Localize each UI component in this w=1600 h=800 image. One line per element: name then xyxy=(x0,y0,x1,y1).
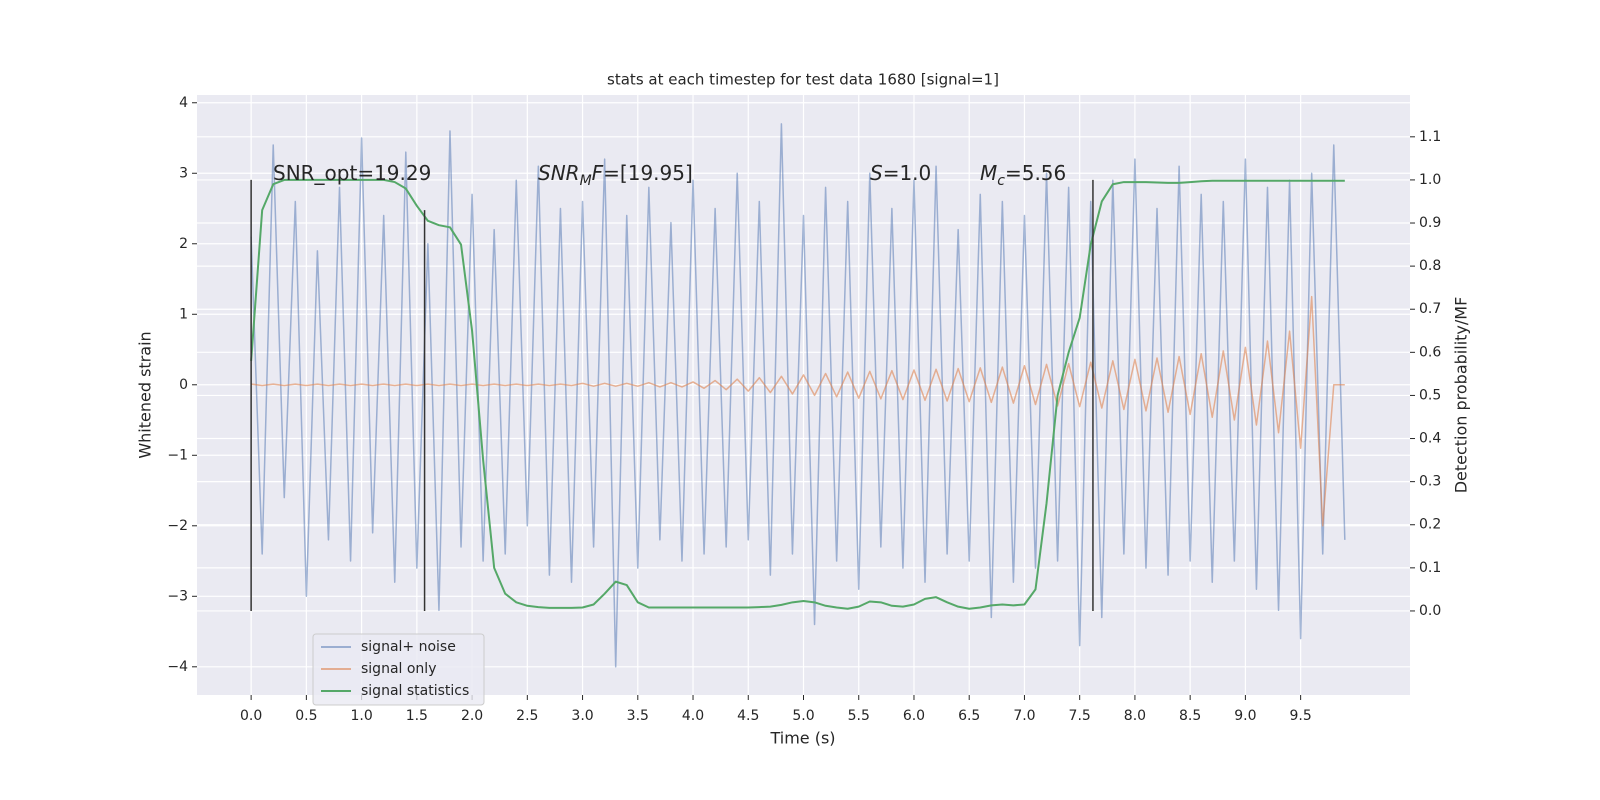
y-tick-label: 0 xyxy=(179,377,188,393)
x-tick-label: 5.0 xyxy=(792,708,814,724)
annotation: SNR_opt=19.29 xyxy=(273,161,431,185)
y2-tick-label: 0.9 xyxy=(1419,215,1441,231)
x-tick-label: 9.5 xyxy=(1289,708,1311,724)
annotation-part: S xyxy=(870,161,883,185)
y-tick-label: 3 xyxy=(179,165,188,181)
x-tick-label: 3.5 xyxy=(627,708,649,724)
x-tick-label: 4.5 xyxy=(737,708,759,724)
y-tick-label: 1 xyxy=(179,306,188,322)
x-tick-label: 5.5 xyxy=(848,708,870,724)
annotation: SNRMF=[19.95] xyxy=(538,161,693,189)
y-tick-label: −3 xyxy=(167,588,188,604)
y2-tick-label: 0.0 xyxy=(1419,603,1441,619)
x-axis-label: Time (s) xyxy=(769,729,835,748)
y2-tick-label: 0.4 xyxy=(1419,431,1441,447)
y2-tick-label: 0.8 xyxy=(1419,258,1441,274)
x-tick-label: 6.0 xyxy=(903,708,925,724)
annotation-part: M xyxy=(580,173,592,189)
annotation-part: =[19.95] xyxy=(603,161,693,185)
y2-tick-label: 0.1 xyxy=(1419,560,1441,576)
y2-tick-label: 0.6 xyxy=(1419,344,1441,360)
marks: SNR_opt=19.29 SNRMF=[19.95] S=1.0 Mc=5.56 xyxy=(250,123,1346,668)
legend-label: signal+ noise xyxy=(361,639,456,655)
annotation-part: c xyxy=(997,173,1005,189)
x-tick-label: 6.5 xyxy=(958,708,980,724)
legend-label: signal only xyxy=(361,661,436,677)
y2-tick-label: 0.3 xyxy=(1419,474,1441,490)
y2-tick-label: 0.5 xyxy=(1419,387,1441,403)
annotation: S=1.0 xyxy=(870,161,931,185)
y2-tick-label: 0.7 xyxy=(1419,301,1441,317)
x-tick-label: 7.5 xyxy=(1069,708,1091,724)
y2-axis-label: Detection probability/MF xyxy=(1452,297,1471,494)
legend-label: signal statistics xyxy=(361,683,469,699)
x-tick-label: 9.0 xyxy=(1234,708,1256,724)
annotation-part: =5.56 xyxy=(1005,161,1066,185)
annotation-part: M xyxy=(980,161,997,185)
x-tick-label: 0.5 xyxy=(295,708,317,724)
chart-title: stats at each timestep for test data 168… xyxy=(607,71,999,89)
x-tick-label: 3.0 xyxy=(571,708,593,724)
x-tick-label: 2.5 xyxy=(516,708,538,724)
series-line xyxy=(250,178,1345,610)
y-tick-label: −1 xyxy=(167,447,188,463)
y-tick-label: −4 xyxy=(167,659,188,675)
y2-tick-label: 1.1 xyxy=(1419,129,1441,145)
annotation-part: SNR xyxy=(538,161,580,185)
x-tick-label: 4.0 xyxy=(682,708,704,724)
x-tick-label: 1.0 xyxy=(350,708,372,724)
annotation-part: =1.0 xyxy=(883,161,932,185)
annotation-part: SNR_opt=19.29 xyxy=(273,161,431,185)
y-tick-label: 4 xyxy=(179,95,188,111)
y-tick-label: 2 xyxy=(179,236,188,252)
y-tick-label: −2 xyxy=(167,518,188,534)
y2-tick-label: 1.0 xyxy=(1419,172,1441,188)
x-tick-label: 0.0 xyxy=(240,708,262,724)
x-tick-label: 8.5 xyxy=(1179,708,1201,724)
series-line xyxy=(251,295,1345,527)
annotation: Mc=5.56 xyxy=(980,161,1066,189)
legend-box xyxy=(312,633,485,706)
ticks: 0.0 0.5 1.0 1.5 2.0 2.5 3.0 3.5 4.0 4.5 5.0 5.5 6.0 6… xyxy=(167,95,1441,724)
annotation-part: F xyxy=(592,161,604,185)
legend: signal+ noise signal only signal statistic… xyxy=(312,633,485,706)
y2-tick-label: 0.2 xyxy=(1419,517,1441,533)
x-tick-label: 7.0 xyxy=(1013,708,1035,724)
y-axis-label: Whitened strain xyxy=(136,331,155,458)
x-tick-label: 2.0 xyxy=(461,708,483,724)
x-tick-label: 8.0 xyxy=(1124,708,1146,724)
x-tick-label: 1.5 xyxy=(406,708,428,724)
